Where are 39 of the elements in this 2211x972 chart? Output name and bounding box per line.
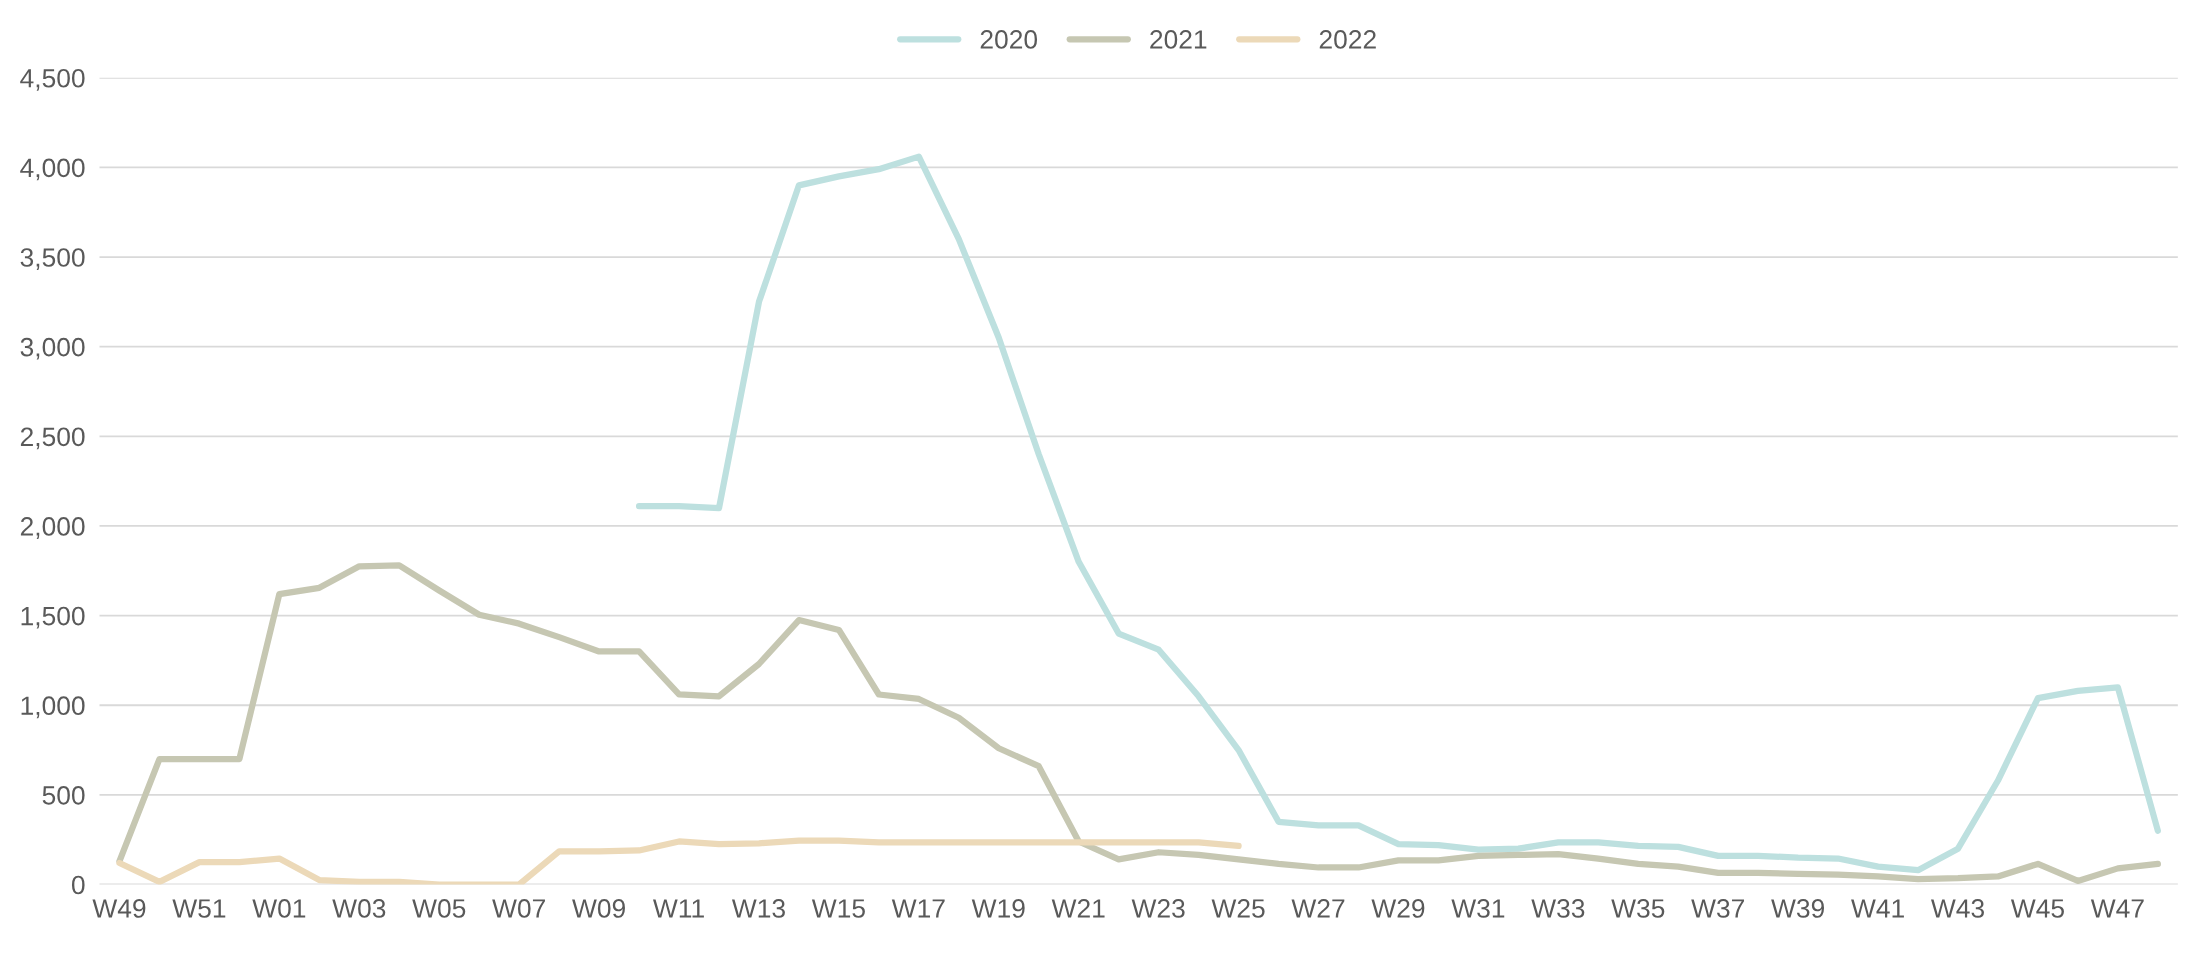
x-tick-label: W09: [572, 899, 625, 918]
legend-label: 2021: [1150, 30, 1207, 49]
y-tick-label: 4,500: [20, 68, 85, 91]
x-tick-label: W19: [971, 899, 1025, 918]
x-tick-label: W29: [1371, 899, 1425, 918]
x-tick-label: W21: [1051, 899, 1105, 918]
x-tick-label: W11: [652, 899, 704, 918]
y-tick-label: 2,500: [20, 427, 85, 450]
x-tick-label: W41: [1851, 899, 1904, 918]
x-tick-label: W35: [1611, 899, 1665, 918]
y-tick-label: 1,500: [21, 606, 85, 629]
x-tick-label: W15: [811, 899, 865, 918]
x-tick-label: W05: [412, 899, 466, 918]
legend-label: 2020: [980, 30, 1038, 49]
x-tick-label: W39: [1771, 899, 1825, 918]
x-tick-label: W27: [1291, 899, 1345, 918]
y-tick-label: 4,000: [20, 158, 85, 181]
x-tick-label: W07: [492, 899, 545, 918]
x-tick-label: W13: [731, 899, 785, 918]
y-tick-label: 3,000: [20, 337, 85, 360]
x-tick-label: W17: [891, 899, 945, 918]
y-tick-label: 3,500: [20, 248, 85, 270]
x-tick-label: W25: [1211, 899, 1265, 918]
y-tick-label: 500: [42, 786, 85, 805]
x-tick-label: W47: [2090, 899, 2144, 918]
x-tick-label: W31: [1451, 899, 1505, 918]
x-tick-label: W03: [332, 899, 386, 918]
x-tick-label: W33: [1531, 899, 1585, 918]
y-tick-label: 1,000: [21, 696, 85, 719]
x-tick-label: W37: [1691, 899, 1745, 918]
x-tick-label: W45: [2010, 899, 2064, 918]
x-tick-label: W43: [1931, 899, 1984, 918]
y-tick-label: 2,000: [20, 517, 85, 539]
legend-label: 2022: [1319, 30, 1376, 49]
x-tick-label: W01: [252, 899, 306, 918]
y-tick-label: 0: [71, 875, 85, 895]
x-tick-label: W51: [172, 899, 226, 918]
x-tick-label: W23: [1131, 899, 1185, 918]
x-tick-label: W49: [92, 899, 146, 918]
